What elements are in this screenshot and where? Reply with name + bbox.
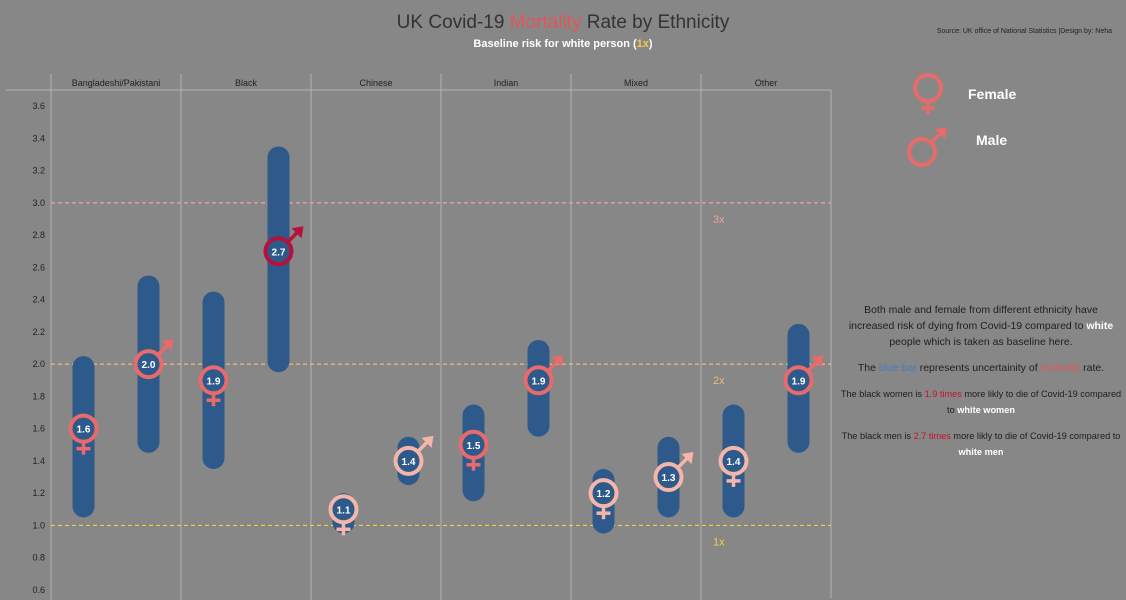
female-marker: 1.1	[328, 494, 359, 536]
note-blue-bar: The blue bar represents uncertainity of …	[857, 362, 1105, 374]
female-value-label: 1.5	[467, 441, 481, 452]
category-header: Indian	[494, 78, 519, 88]
male-symbol-ring	[263, 236, 294, 267]
male-marker: 1.9	[783, 355, 824, 396]
female-value-label: 1.4	[727, 457, 741, 468]
y-tick-label: 3.6	[32, 101, 45, 111]
female-symbol-ring	[328, 494, 359, 525]
category-header: Mixed	[624, 78, 648, 88]
male-symbol-ring	[133, 349, 164, 380]
female-symbol-ring	[68, 413, 99, 444]
male-symbol-arrowhead	[161, 339, 174, 352]
y-tick-label: 2.6	[32, 262, 45, 272]
male-symbol-ring	[523, 365, 554, 396]
male-symbol-ring	[907, 137, 937, 167]
male-symbol-arrowhead	[935, 127, 947, 139]
female-uncertainty-bar	[332, 493, 355, 534]
male-symbol-arrowhead	[681, 452, 694, 465]
category-header: Bangladeshi/Pakistani	[72, 78, 161, 88]
legend-female-label: Female	[968, 86, 1017, 102]
male-value-label: 1.4	[402, 457, 416, 468]
female-value-label: 1.2	[597, 489, 611, 500]
male-value-label: 1.9	[792, 376, 806, 387]
legend-male-icon	[907, 127, 947, 167]
female-symbol-ring	[588, 478, 619, 509]
male-marker: 2.7	[263, 226, 304, 267]
female-uncertainty-bar	[592, 468, 615, 534]
male-uncertainty-bar	[787, 323, 810, 453]
male-value-label: 2.7	[272, 247, 286, 258]
female-symbol-ring	[718, 445, 749, 476]
note-baseline: Both male and female from different ethn…	[848, 304, 1114, 348]
y-tick-label: 3.0	[32, 198, 45, 208]
female-uncertainty-bar	[72, 356, 95, 518]
female-value-label: 1.1	[337, 505, 351, 516]
category-header: Black	[235, 78, 258, 88]
female-uncertainty-bar	[202, 291, 225, 469]
male-symbol-arrowhead	[811, 355, 824, 368]
male-marker: 2.0	[133, 339, 174, 380]
female-marker: 1.4	[718, 445, 749, 487]
male-symbol-arrowhead	[421, 435, 434, 448]
category-header: Chinese	[359, 78, 392, 88]
note-black-men: The black men is 2.7 times more likly to…	[841, 431, 1121, 457]
male-uncertainty-bar	[267, 146, 290, 373]
legend-female-icon	[913, 73, 943, 114]
y-tick-label: 2.4	[32, 295, 45, 305]
male-uncertainty-bar	[657, 436, 680, 518]
source-note: Source: UK office of National Statistics…	[936, 28, 1112, 35]
male-uncertainty-bar	[527, 339, 550, 437]
y-tick-label: 1.2	[32, 488, 45, 498]
male-symbol-ring	[653, 462, 684, 493]
male-value-label: 2.0	[142, 360, 156, 371]
male-symbol-arrowhead	[551, 355, 564, 368]
y-tick-label: 2.0	[32, 359, 45, 369]
y-tick-label: 1.4	[32, 456, 45, 466]
female-value-label: 1.6	[77, 425, 91, 436]
male-symbol-arrowhead	[291, 226, 304, 239]
legend-male-label: Male	[976, 132, 1008, 148]
category-header: Other	[755, 78, 778, 88]
female-symbol-ring	[458, 429, 489, 460]
chart-subtitle: Baseline risk for white person (1x)	[473, 38, 653, 50]
female-uncertainty-bar	[722, 404, 745, 518]
female-marker: 1.6	[68, 413, 99, 455]
y-tick-label: 3.4	[32, 133, 45, 143]
notes-panel: Both male and female from different ethn…	[840, 302, 1122, 470]
male-marker: 1.9	[523, 355, 564, 396]
reference-label-1x: 1x	[713, 536, 725, 548]
female-symbol-ring	[198, 365, 229, 396]
male-symbol-ring	[393, 445, 424, 476]
y-tick-label: 2.2	[32, 327, 45, 337]
female-marker: 1.9	[198, 365, 229, 407]
reference-label-2x: 2x	[713, 375, 725, 387]
male-marker: 1.3	[653, 452, 694, 493]
y-tick-label: 0.6	[32, 585, 45, 595]
female-symbol-ring	[913, 73, 943, 103]
y-tick-label: 1.8	[32, 391, 45, 401]
y-tick-label: 0.8	[32, 553, 45, 563]
male-value-label: 1.3	[662, 473, 676, 484]
reference-label-3x: 3x	[713, 214, 725, 226]
note-black-women: The black women is 1.9 times more likly …	[840, 389, 1122, 415]
y-tick-label: 3.2	[32, 166, 45, 176]
y-tick-label: 1.0	[32, 520, 45, 530]
male-symbol-ring	[783, 365, 814, 396]
female-marker: 1.2	[588, 478, 619, 520]
y-tick-label: 1.6	[32, 424, 45, 434]
male-marker: 1.4	[393, 435, 434, 476]
male-uncertainty-bar	[137, 275, 160, 453]
female-marker: 1.5	[458, 429, 489, 471]
y-tick-label: 2.8	[32, 230, 45, 240]
chart-title: UK Covid-19 Mortality Rate by Ethnicity	[396, 12, 730, 33]
male-value-label: 1.9	[532, 376, 546, 387]
female-uncertainty-bar	[462, 404, 485, 502]
female-value-label: 1.9	[207, 376, 221, 387]
